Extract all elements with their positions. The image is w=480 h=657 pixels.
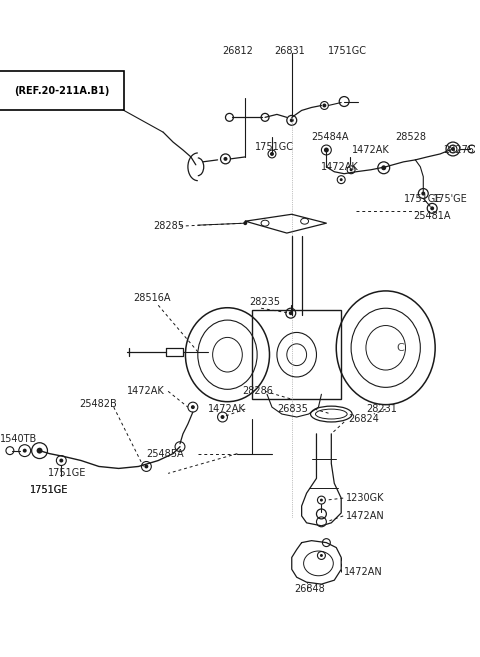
Text: 28231: 28231 [366,404,397,414]
Text: 1751GC: 1751GC [328,46,367,56]
Text: 26831: 26831 [274,46,305,56]
Text: 1751GE: 1751GE [48,468,86,478]
Circle shape [289,311,293,315]
Text: 28275: 28275 [443,145,474,155]
Circle shape [224,157,228,161]
Text: 1751GE: 1751GE [30,486,68,495]
Circle shape [36,447,43,453]
Text: 1472AK: 1472AK [208,404,245,414]
Text: 25481A: 25481A [413,212,451,221]
Text: (REF.20-211A.B1): (REF.20-211A.B1) [14,85,109,96]
Text: 28286: 28286 [242,386,273,396]
Circle shape [430,206,434,210]
Circle shape [324,148,329,152]
Text: 1472AK: 1472AK [322,162,359,171]
Text: 26812: 26812 [223,46,253,56]
Circle shape [220,415,225,419]
Text: 1472AK: 1472AK [127,386,164,396]
Circle shape [243,221,247,225]
Text: 175'GE: 175'GE [433,194,468,204]
Text: 25482B: 25482B [79,399,117,409]
Text: 1751GC: 1751GC [255,142,294,152]
Text: 28528: 28528 [396,132,427,142]
Text: 1472AN: 1472AN [344,567,383,578]
Circle shape [320,554,323,557]
Text: 25485A: 25485A [146,449,184,459]
Circle shape [381,166,386,170]
Circle shape [421,192,425,196]
Text: 1472AN: 1472AN [346,511,385,521]
Text: 28516A: 28516A [133,293,171,304]
Text: 1751GE: 1751GE [404,194,442,204]
Text: 1472AK: 1472AK [352,145,390,155]
Text: 1751GE: 1751GE [30,486,68,495]
Circle shape [323,104,326,108]
Circle shape [60,459,63,463]
Text: 26835: 26835 [277,404,308,414]
Bar [252,310,341,399]
Text: 28235: 28235 [249,297,280,307]
Text: 1540TB: 1540TB [0,434,37,443]
Circle shape [144,464,148,468]
Text: C: C [396,343,405,353]
Circle shape [191,405,195,409]
Circle shape [23,449,27,453]
Circle shape [290,118,294,122]
Circle shape [340,178,343,181]
Text: 26848: 26848 [295,584,325,594]
Circle shape [451,147,455,151]
Circle shape [320,499,323,501]
Text: 26824: 26824 [348,414,379,424]
Circle shape [349,168,353,171]
Text: 25484A: 25484A [312,132,349,142]
Circle shape [270,152,274,156]
Text: 28285: 28285 [153,221,184,231]
Text: 1230GK: 1230GK [346,493,384,503]
